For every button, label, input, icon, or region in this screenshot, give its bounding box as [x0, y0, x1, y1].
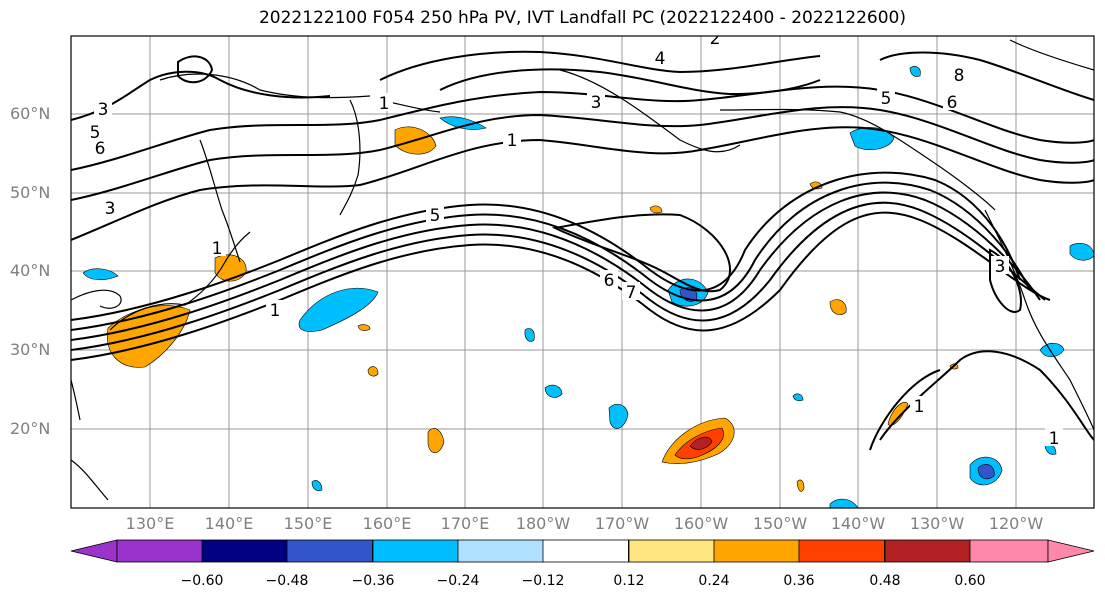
lon-label: 170°W	[594, 514, 650, 533]
contour-line	[71, 70, 331, 121]
colorbar-tick-label: 0.60	[954, 573, 986, 589]
contour-label: 1	[270, 301, 281, 321]
colorbar-min-extension	[70, 539, 118, 563]
lon-label: 130°W	[909, 514, 965, 533]
contour-line	[439, 68, 821, 96]
contour-label: 3	[591, 93, 602, 113]
lat-label: 20°N	[10, 419, 51, 438]
contour-label: 1	[914, 397, 925, 417]
colorbar	[70, 539, 1095, 563]
colorbar-tick-label: −0.12	[521, 573, 565, 589]
contour-line	[71, 106, 1094, 201]
contour-label: 1	[212, 239, 223, 259]
lon-label: 130°E	[125, 514, 175, 533]
colorbar-tick-label: −0.48	[265, 573, 309, 589]
contour-line	[869, 369, 941, 451]
contour-label: 3	[105, 199, 116, 219]
lon-label: 140°W	[830, 514, 886, 533]
anomaly-negative-nw-pacific	[298, 288, 379, 332]
contour-line	[879, 51, 1094, 101]
contour-line	[71, 126, 1094, 241]
contour-label: 3	[98, 100, 109, 120]
contour-label: 8	[954, 66, 965, 86]
colorbar-tick-label: 0.12	[613, 573, 645, 589]
colorbar-max-extension	[1047, 539, 1095, 563]
lon-label: 120°W	[988, 514, 1044, 533]
contour-label: 6	[604, 271, 615, 291]
contour-label: 5	[881, 89, 892, 109]
colorbar-swatch	[116, 539, 203, 563]
colorbar-tick-label: −0.36	[351, 573, 395, 589]
contour-label: 2	[710, 29, 721, 49]
contour-label: 4	[655, 49, 666, 69]
colorbar-swatch	[628, 539, 715, 563]
colorbar-swatch	[969, 539, 1049, 563]
colorbar-swatch	[798, 539, 885, 563]
lat-label: 60°N	[10, 104, 51, 123]
colorbar-tick-label: 0.48	[869, 573, 901, 589]
contour-line	[879, 350, 1094, 441]
colorbar-swatch	[201, 539, 288, 563]
contour-label: 5	[90, 123, 101, 143]
contour-label: 1	[1049, 429, 1060, 449]
colorbar-tick-label: 0.36	[783, 573, 815, 589]
lon-label: 160°E	[362, 514, 412, 533]
lat-label: 30°N	[10, 340, 51, 359]
lon-label: 180°W	[515, 514, 571, 533]
graticule	[71, 36, 1094, 508]
lon-label: 140°E	[204, 514, 254, 533]
colorbar-swatch	[457, 539, 544, 563]
contour-label: 6	[947, 93, 958, 113]
contour-line	[177, 55, 214, 84]
contour-label: 1	[379, 94, 390, 114]
colorbar-tick-label: −0.24	[436, 573, 480, 589]
contour-label: 7	[626, 283, 637, 303]
colorbar-swatch	[884, 539, 971, 563]
colorbar-tick-label: −0.60	[180, 573, 224, 589]
contour-line	[71, 181, 1031, 331]
contour-line	[71, 211, 1051, 361]
contour-line	[551, 213, 731, 293]
colorbar-swatch	[542, 539, 629, 563]
lat-label: 40°N	[10, 261, 51, 280]
lon-label: 160°W	[673, 514, 729, 533]
lon-label: 170°E	[440, 514, 490, 533]
lon-label: 150°W	[752, 514, 808, 533]
contour-label: 1	[507, 131, 518, 151]
map-frame	[70, 35, 1095, 509]
figure-title: 2022122100 F054 250 hPa PV, IVT Landfall…	[258, 8, 906, 28]
colorbar-swatch	[372, 539, 459, 563]
colorbar-tick-label: 0.24	[698, 573, 730, 589]
contour-line	[71, 201, 1046, 351]
colorbar-swatch	[713, 539, 800, 563]
colorbar-swatch	[286, 539, 373, 563]
lat-label: 50°N	[10, 183, 51, 202]
contour-label: 3	[995, 257, 1006, 277]
contour-label: 5	[430, 206, 441, 226]
lon-label: 150°E	[283, 514, 333, 533]
contour-line	[379, 50, 821, 81]
contour-label: 6	[95, 139, 106, 159]
